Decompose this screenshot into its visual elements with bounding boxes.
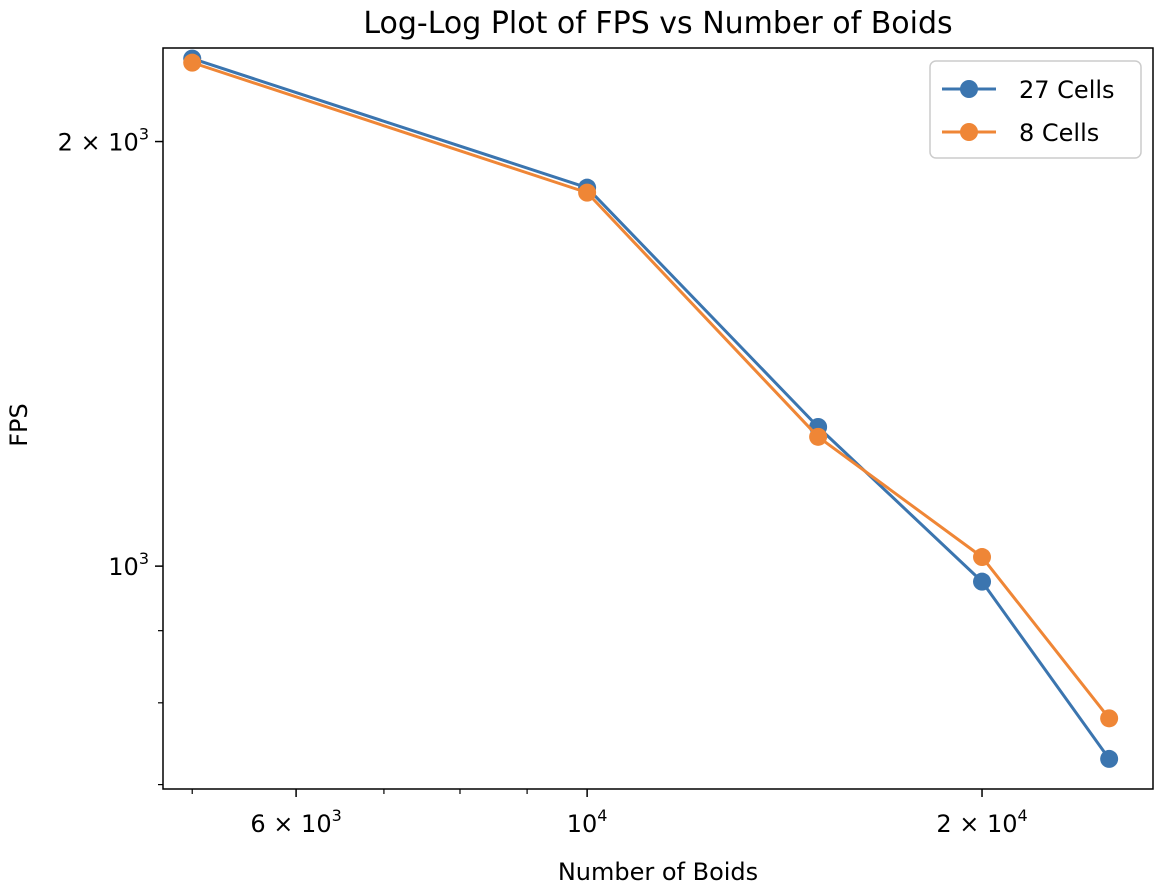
legend-marker: [960, 80, 978, 98]
data-point: [809, 427, 828, 446]
x-tick-label: 2 × 104: [936, 806, 1027, 838]
legend-marker: [960, 123, 978, 141]
legend-entries: 27 Cells 8 Cells: [942, 76, 1115, 147]
x-tick-label: 104: [567, 806, 608, 838]
ticks-layer: 6 × 103 104 2 × 104 103 2 × 103: [58, 125, 1028, 838]
legend-label: 27 Cells: [1019, 76, 1115, 104]
legend: 27 Cells 8 Cells: [929, 60, 1142, 159]
legend-entry: 27 Cells: [942, 76, 1115, 104]
y-tick-label: 103: [108, 549, 149, 581]
legend-label: 8 Cells: [1019, 119, 1099, 147]
data-point: [1100, 749, 1119, 768]
data-point: [183, 53, 202, 72]
chart-title: Log-Log Plot of FPS vs Number of Boids: [363, 6, 952, 41]
legend-box: [929, 60, 1142, 159]
y-axis-label: FPS: [5, 403, 33, 447]
data-point: [973, 572, 992, 591]
series-layer: [183, 49, 1119, 768]
data-point: [973, 548, 992, 567]
y-tick-label: 2 × 103: [58, 125, 149, 157]
x-axis-label: Number of Boids: [558, 858, 758, 886]
series-0: [183, 49, 1119, 768]
x-tick-label: 6 × 103: [250, 806, 341, 838]
plot-frame: [162, 47, 1154, 790]
series-1: [183, 53, 1119, 728]
legend-entry: 8 Cells: [942, 119, 1099, 147]
data-point: [1100, 709, 1119, 728]
data-point: [578, 183, 597, 202]
